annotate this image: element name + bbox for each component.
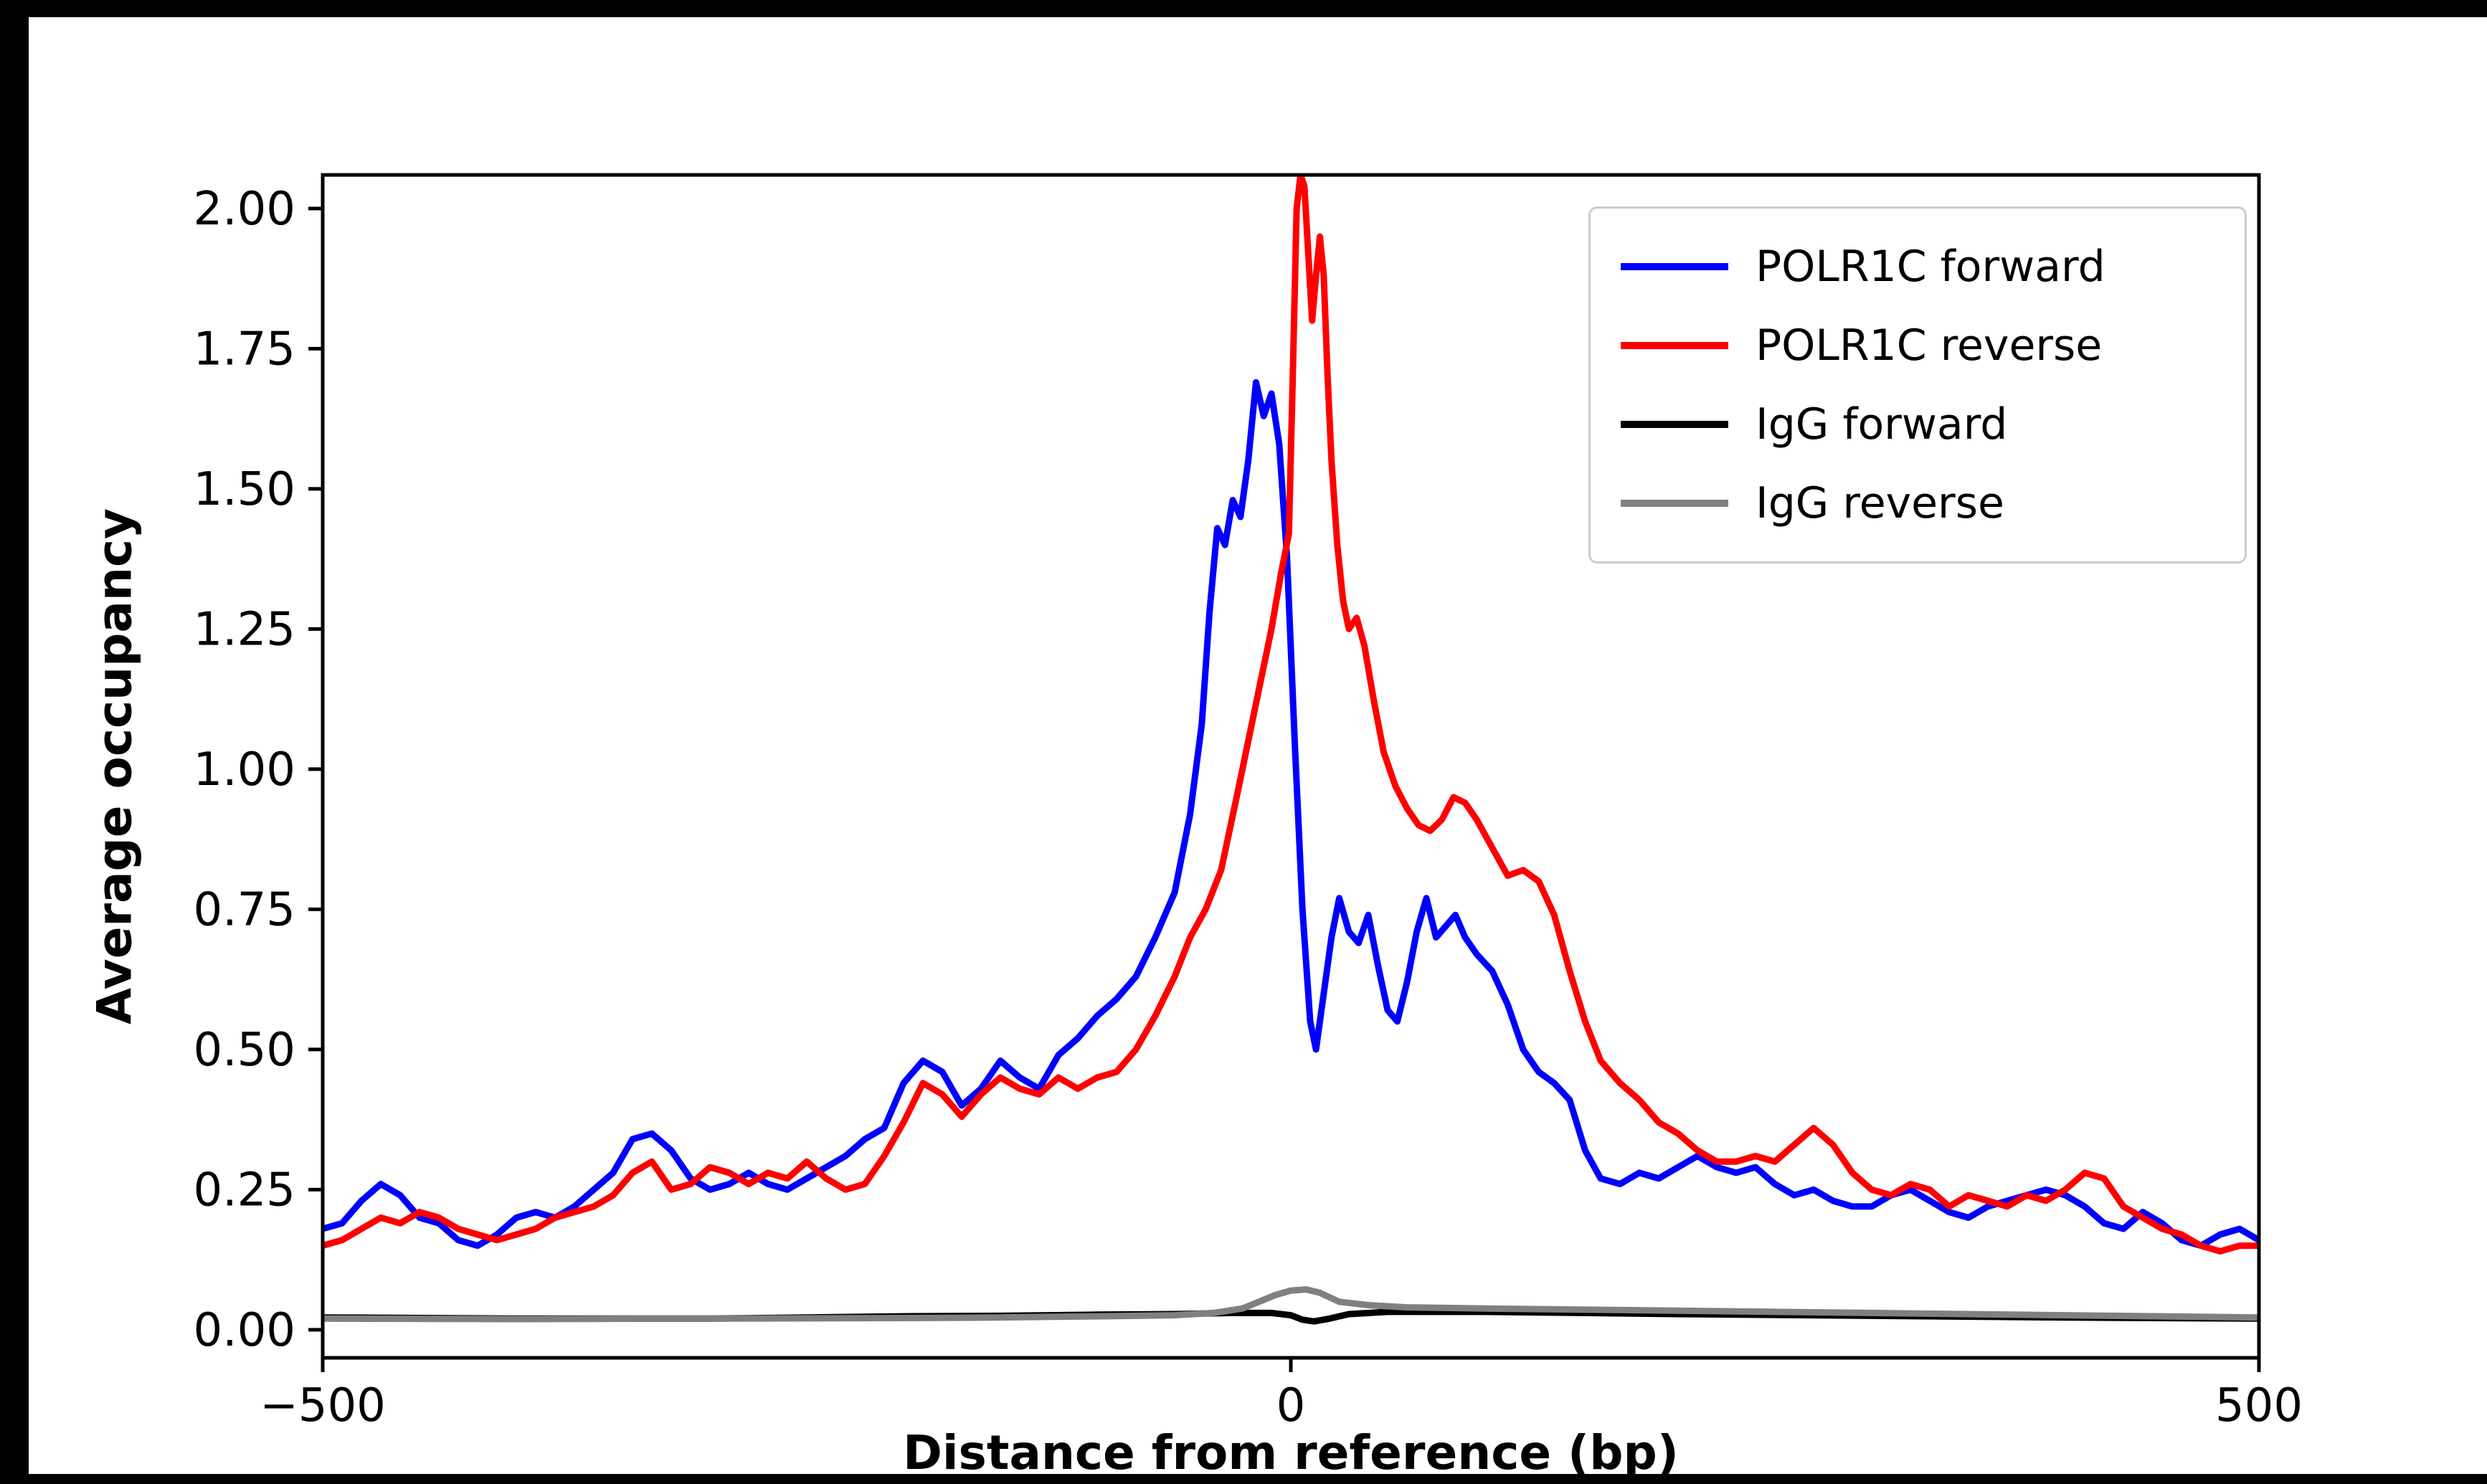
y-tick-label: 1.50 xyxy=(194,463,296,516)
legend-item-polr1c-forward: POLR1C forward xyxy=(1621,227,2214,306)
x-tick-label: 500 xyxy=(2215,1379,2303,1432)
legend-swatch-polr1c-forward xyxy=(1621,263,1728,270)
legend: POLR1C forward POLR1C reverse IgG forwar… xyxy=(1588,206,2247,563)
x-axis-label: Distance from reference (bp) xyxy=(903,1425,1679,1480)
legend-item-igg-forward: IgG forward xyxy=(1621,385,2214,464)
legend-item-igg-reverse: IgG reverse xyxy=(1621,464,2214,543)
legend-swatch-igg-reverse xyxy=(1621,500,1728,507)
series-line-polr1c-reverse xyxy=(323,175,2259,1255)
legend-label-polr1c-forward: POLR1C forward xyxy=(1756,242,2105,292)
y-tick-label: 1.00 xyxy=(194,743,296,796)
y-tick-label: 0.25 xyxy=(194,1164,296,1217)
series-line-polr1c-forward xyxy=(323,379,2259,1250)
y-tick-label: 2.00 xyxy=(194,183,296,236)
series-line-igg-reverse xyxy=(323,1286,2259,1323)
legend-label-igg-forward: IgG forward xyxy=(1756,399,2008,450)
x-tick-label: −500 xyxy=(260,1379,386,1432)
y-tick-label: 0.75 xyxy=(194,883,296,936)
legend-swatch-polr1c-reverse xyxy=(1621,342,1728,349)
y-tick-label: 0.00 xyxy=(194,1304,296,1357)
legend-swatch-igg-forward xyxy=(1621,421,1728,428)
y-tick-label: 1.25 xyxy=(194,603,296,656)
x-tick-label: 0 xyxy=(1276,1379,1306,1432)
legend-label-igg-reverse: IgG reverse xyxy=(1756,478,2004,528)
y-tick-label: 0.50 xyxy=(194,1024,296,1077)
legend-label-polr1c-reverse: POLR1C reverse xyxy=(1756,320,2103,371)
y-axis-label: Average occupancy xyxy=(87,508,143,1025)
legend-item-polr1c-reverse: POLR1C reverse xyxy=(1621,306,2214,385)
y-tick-label: 1.75 xyxy=(194,323,296,376)
